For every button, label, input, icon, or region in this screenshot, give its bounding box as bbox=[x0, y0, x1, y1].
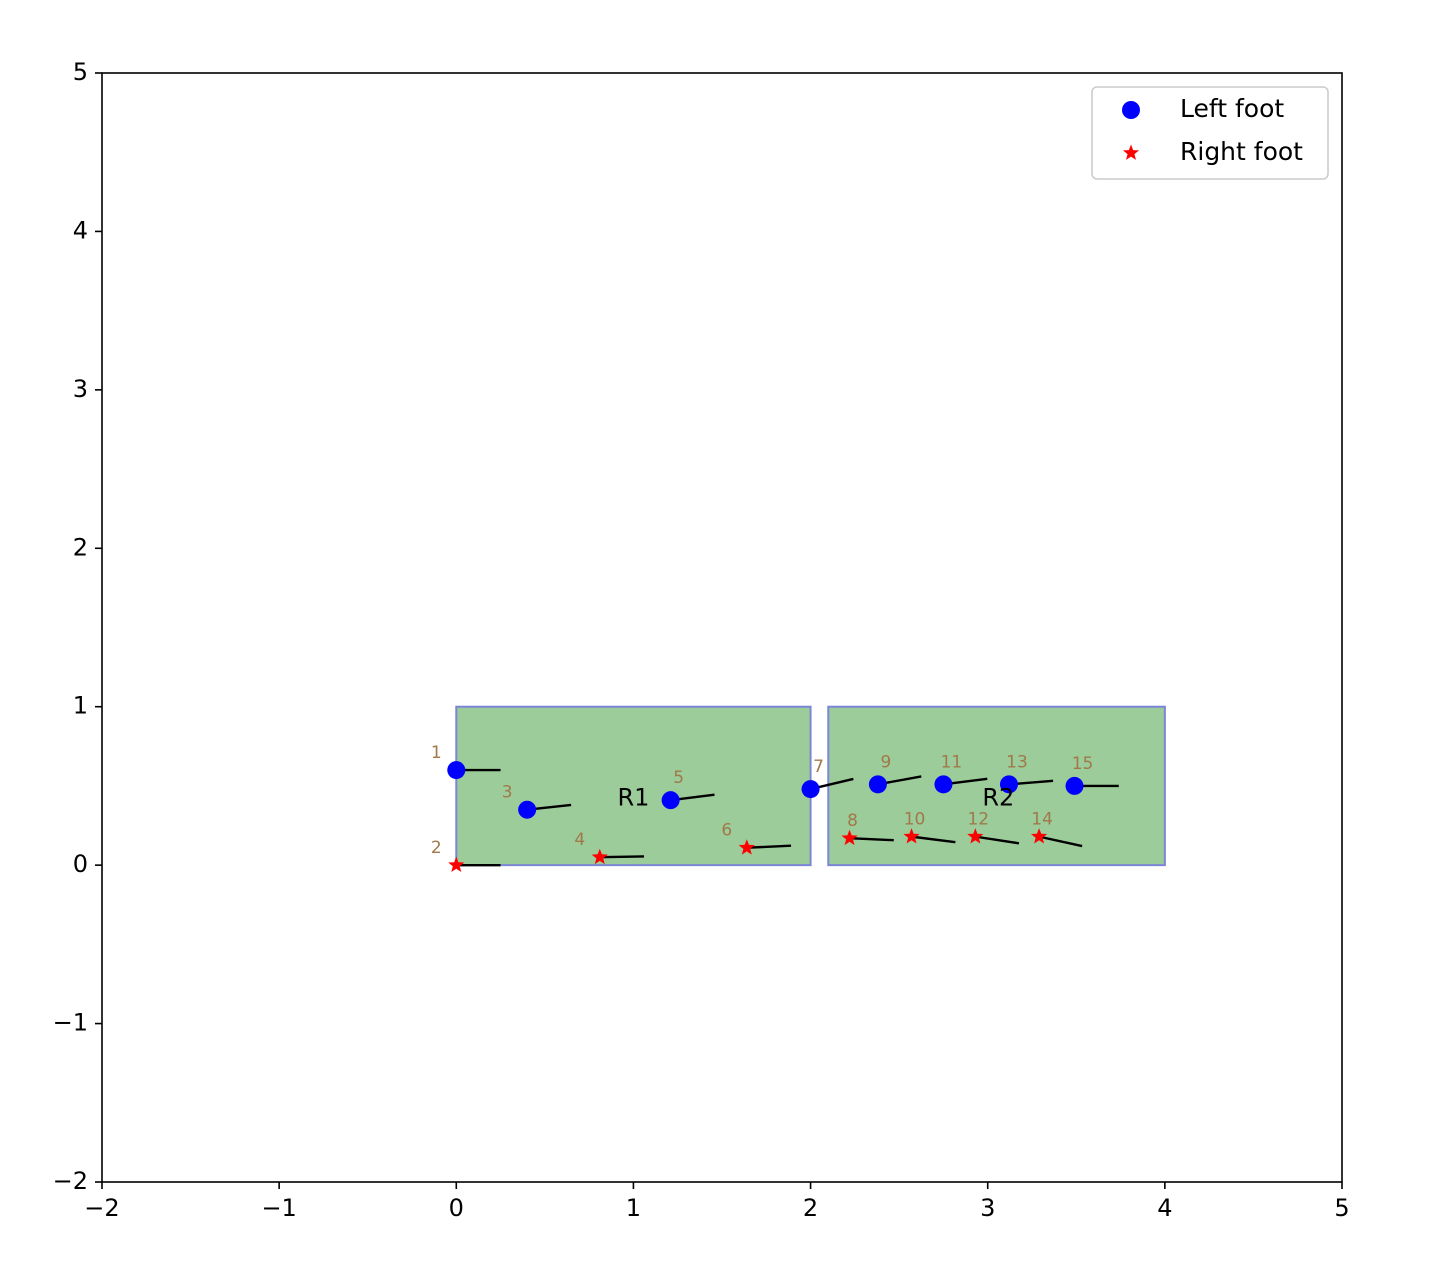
step-label-5: 5 bbox=[673, 768, 684, 788]
y-tick-label: 0 bbox=[73, 850, 88, 878]
step-label-7: 7 bbox=[813, 757, 824, 777]
step-label-1: 1 bbox=[431, 743, 442, 763]
region-label-r2: R2 bbox=[982, 784, 1014, 812]
region-r1 bbox=[455, 705, 812, 867]
y-tick-label: 1 bbox=[73, 692, 88, 720]
y-tick-label: 2 bbox=[73, 533, 88, 561]
heading-line-4 bbox=[599, 855, 645, 859]
step-label-14: 14 bbox=[1031, 810, 1053, 830]
step-label-6: 6 bbox=[721, 821, 732, 841]
legend-left-foot-marker bbox=[1122, 101, 1140, 119]
x-tick-label: 4 bbox=[1157, 1194, 1172, 1222]
x-tick-label: 1 bbox=[626, 1194, 641, 1222]
heading-line-8 bbox=[849, 837, 894, 842]
right-foot-marker-14 bbox=[1031, 828, 1048, 844]
x-tick-label: 5 bbox=[1334, 1194, 1349, 1222]
legend-right-foot-marker bbox=[1122, 144, 1140, 160]
right-foot-marker-12 bbox=[967, 828, 984, 844]
right-foot-marker-6 bbox=[738, 839, 755, 855]
left-foot-marker-11 bbox=[934, 775, 953, 794]
step-label-4: 4 bbox=[574, 830, 585, 850]
y-tick-label: −2 bbox=[53, 1167, 88, 1195]
step-label-15: 15 bbox=[1072, 754, 1094, 774]
x-tick-label: −1 bbox=[261, 1194, 296, 1222]
step-label-10: 10 bbox=[904, 810, 926, 830]
heading-line-14 bbox=[1038, 835, 1083, 848]
legend-box bbox=[1091, 86, 1329, 180]
step-label-9: 9 bbox=[880, 752, 891, 772]
x-tick-label: −2 bbox=[84, 1194, 119, 1222]
heading-line-12 bbox=[975, 835, 1020, 845]
left-foot-marker-9 bbox=[868, 775, 887, 794]
step-label-13: 13 bbox=[1006, 752, 1028, 772]
step-label-8: 8 bbox=[847, 811, 858, 831]
legend-label: Right foot bbox=[1180, 137, 1303, 166]
markers-layer bbox=[447, 761, 1084, 873]
right-foot-marker-2 bbox=[448, 856, 465, 873]
y-tick-label: 3 bbox=[73, 375, 88, 403]
step-label-11: 11 bbox=[941, 752, 963, 772]
x-tick-label: 0 bbox=[449, 1194, 464, 1222]
left-foot-marker-15 bbox=[1065, 776, 1084, 795]
plot-frame bbox=[101, 72, 1343, 1183]
heading-line-10 bbox=[911, 835, 956, 844]
right-foot-marker-10 bbox=[903, 828, 920, 844]
left-foot-marker-3 bbox=[518, 800, 537, 819]
right-foot-marker-8 bbox=[841, 829, 858, 846]
legend: Left foot Right foot bbox=[1091, 86, 1329, 180]
right-foot-marker-4 bbox=[591, 848, 608, 865]
y-tick-label: 4 bbox=[73, 216, 88, 244]
heading-line-6 bbox=[746, 844, 792, 849]
step-label-12: 12 bbox=[967, 810, 989, 830]
x-tick-label: 3 bbox=[980, 1194, 995, 1222]
step-label-2: 2 bbox=[431, 838, 442, 858]
region-label-r1: R1 bbox=[617, 784, 649, 812]
legend-label: Left foot bbox=[1180, 94, 1284, 123]
x-tick-label: 2 bbox=[803, 1194, 818, 1222]
left-foot-marker-7 bbox=[801, 780, 820, 799]
y-tick-label: 5 bbox=[73, 58, 88, 86]
y-tick-label: −1 bbox=[53, 1009, 88, 1037]
left-foot-marker-1 bbox=[447, 761, 466, 780]
left-foot-marker-13 bbox=[999, 775, 1018, 794]
left-foot-marker-5 bbox=[661, 791, 680, 810]
step-label-3: 3 bbox=[502, 783, 513, 803]
